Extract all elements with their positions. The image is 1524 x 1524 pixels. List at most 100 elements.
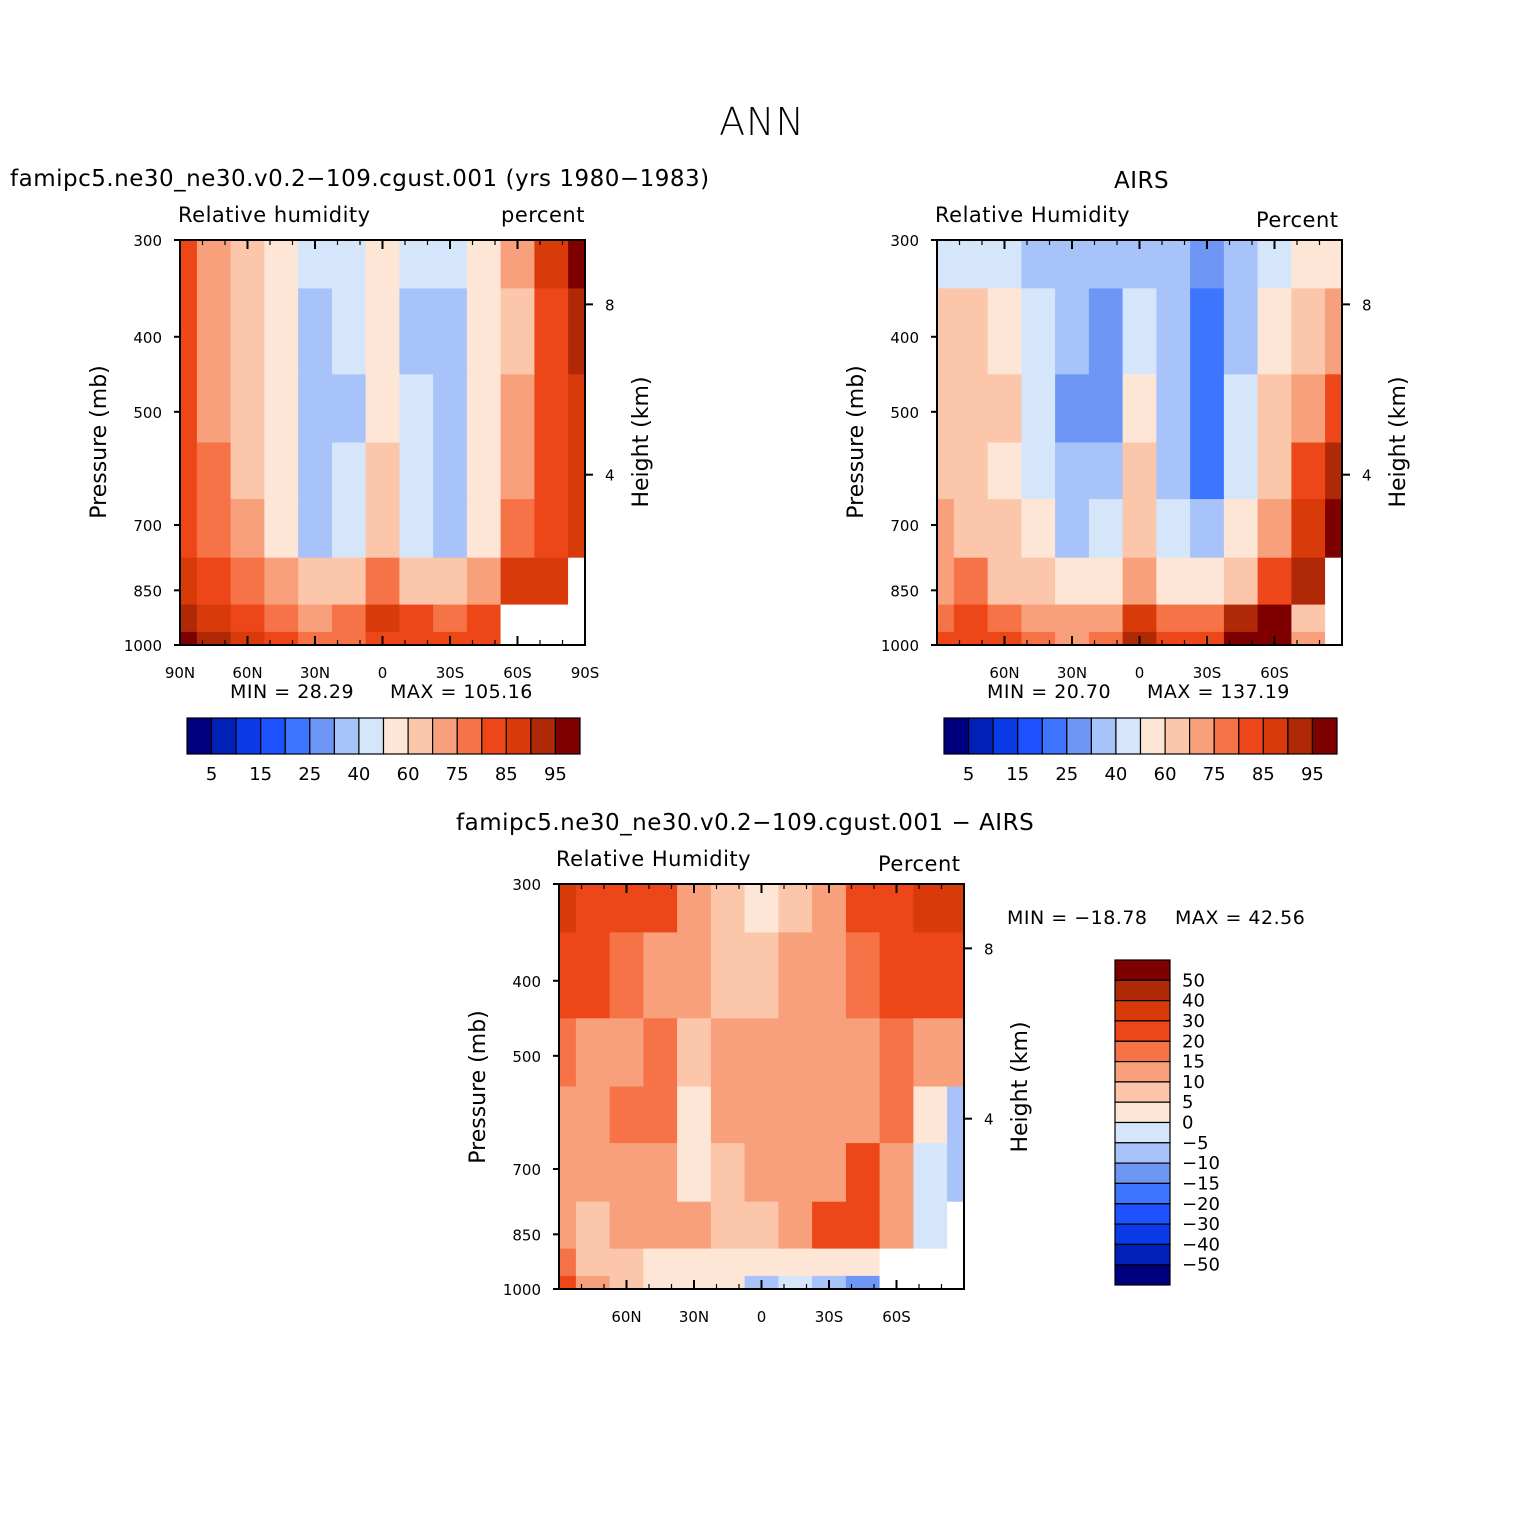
contour-cell: [180, 499, 198, 559]
contour-cell: [298, 374, 333, 444]
x-tick-label: 30S: [815, 1308, 844, 1326]
y-tick-label: 400: [512, 973, 541, 991]
contour-cell: [1055, 374, 1090, 444]
contour-cell: [433, 499, 468, 559]
colorbar-label: 15: [249, 764, 272, 785]
contour-cell: [1291, 288, 1326, 375]
contour-cell: [196, 240, 232, 289]
contour-cell: [399, 499, 434, 559]
contour-cell: [365, 557, 400, 606]
contour-cell: [1325, 631, 1343, 646]
contour-cell: [196, 374, 232, 444]
contour-cell: [913, 932, 948, 1019]
contour-cell: [812, 1018, 847, 1088]
contour-cell: [913, 1248, 948, 1277]
contour-cell: [575, 1248, 611, 1277]
contour-cell: [365, 288, 400, 375]
contour-cell: [568, 604, 586, 633]
colorbar-box: [1114, 979, 1171, 1002]
colorbar-box: [1090, 717, 1117, 755]
contour-cell: [744, 1018, 779, 1088]
contour-cell: [953, 557, 989, 606]
contour-cell: [710, 932, 746, 1019]
y-tick-label: 1000: [881, 637, 919, 655]
contour-cell: [710, 1018, 746, 1088]
contour-cell: [264, 374, 299, 444]
contour-cell: [196, 442, 232, 500]
x-tick-label: 0: [757, 1308, 767, 1326]
contour-cell: [953, 288, 989, 375]
colorbar-label: 75: [1203, 764, 1226, 785]
y-tick-label: 700: [512, 1161, 541, 1179]
contour-cell: [1156, 288, 1191, 375]
contour-cell: [677, 1248, 712, 1277]
colorbar-box: [967, 717, 994, 755]
colorbar-label: 40: [347, 764, 370, 785]
x-tick-label: 0: [378, 664, 388, 682]
contour-cell: [987, 604, 1022, 633]
panel2: 300 400 500 700 850 1000 8 4 60N 30N 0 30S 60S Press…: [844, 232, 1411, 682]
contour-cell: [1291, 499, 1326, 559]
contour-cell: [1021, 288, 1056, 375]
panel3-ylabel: Pressure (mb): [466, 1010, 491, 1164]
contour-cell: [298, 288, 333, 375]
panel1-y2label: Height (km): [629, 376, 654, 507]
contour-cell: [575, 884, 611, 933]
colorbar-label: 50: [1182, 970, 1205, 991]
colorbar-box: [554, 717, 581, 755]
contour-cell: [230, 442, 265, 500]
contour-cell: [466, 240, 502, 289]
contour-cell: [1223, 499, 1259, 559]
contour-cell: [1088, 604, 1124, 633]
colorbar-box: [1114, 1101, 1171, 1124]
colorbar-box: [1114, 1182, 1171, 1205]
contour-cell: [534, 631, 569, 646]
contour-cell: [643, 1201, 678, 1250]
contour-cell: [677, 1018, 712, 1088]
contour-cell: [1291, 240, 1326, 289]
contour-cell: [710, 1086, 746, 1144]
contour-cell: [180, 604, 198, 633]
contour-cell: [230, 374, 265, 444]
colorbar-box: [1114, 1243, 1171, 1266]
contour-cell: [937, 374, 955, 444]
contour-cell: [500, 288, 535, 375]
contour-cell: [559, 1248, 577, 1277]
contour-cell: [399, 631, 434, 646]
x-tick-label: 90N: [165, 664, 195, 682]
contour-cell: [1223, 631, 1259, 646]
contour-cell: [1021, 442, 1056, 500]
colorbar-box: [1114, 1203, 1171, 1225]
contour-cell: [568, 557, 586, 606]
y2-tick-label: 8: [984, 940, 994, 958]
contour-cell: [264, 557, 299, 606]
contour-cell: [196, 288, 232, 375]
contour-cell: [845, 1018, 881, 1088]
contour-cell: [609, 1143, 644, 1203]
contour-cell: [1122, 604, 1157, 633]
contour-cell: [953, 374, 989, 444]
panel3-axes: 300 400 500 700 850 1000 8 4 60N 30N 0 30S 60S: [503, 876, 994, 1326]
contour-cell: [609, 1201, 644, 1250]
contour-cell: [677, 1201, 712, 1250]
contour-cell: [575, 932, 611, 1019]
panel1-min-text: MIN = 28.29: [230, 681, 355, 703]
x-tick-label: 30N: [1057, 664, 1087, 682]
contour-cell: [1257, 288, 1292, 375]
contour-cell: [466, 499, 502, 559]
contour-cell: [365, 499, 400, 559]
contour-cell: [1156, 604, 1191, 633]
contour-cell: [953, 499, 989, 559]
contour-cell: [710, 1275, 746, 1290]
panel3-units-label: Percent: [878, 852, 961, 876]
contour-cell: [1190, 442, 1225, 500]
contour-cell: [845, 1275, 881, 1290]
colorbar-label: 20: [1182, 1031, 1205, 1052]
contour-cell: [1223, 240, 1259, 289]
contour-cell: [643, 932, 678, 1019]
colorbar-box: [505, 717, 532, 755]
colorbar-box: [943, 717, 970, 755]
contour-cell: [559, 1086, 577, 1144]
colorbar-label: −30: [1182, 1214, 1220, 1235]
contour-cell: [947, 1248, 965, 1277]
